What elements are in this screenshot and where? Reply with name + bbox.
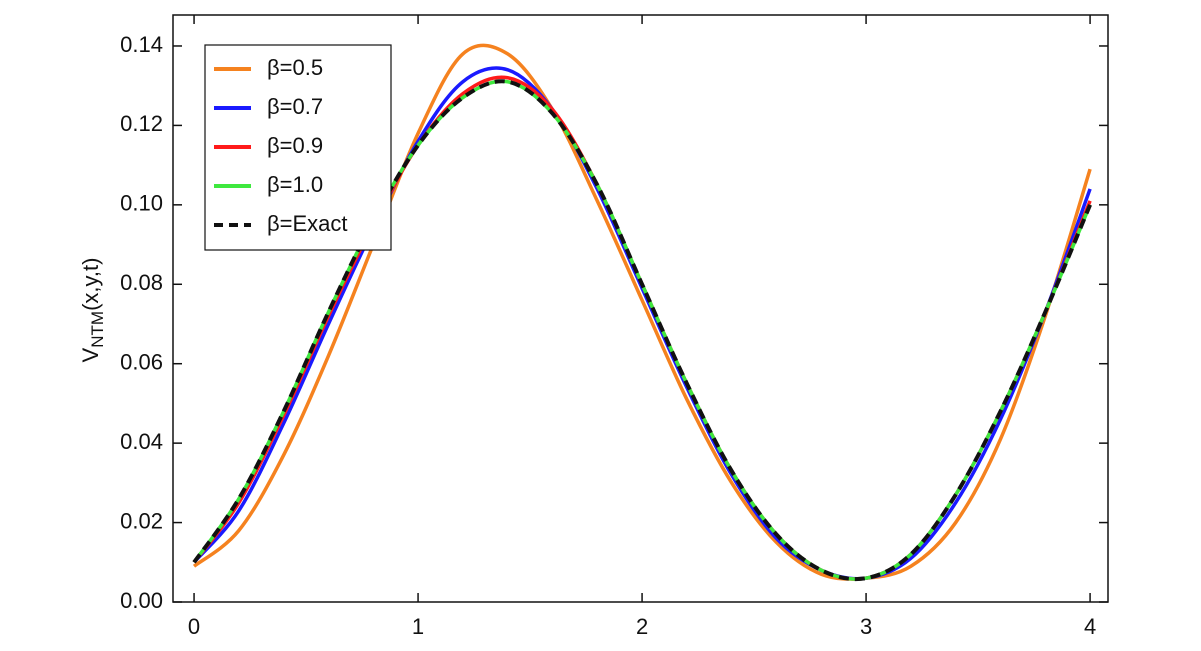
- y-axis-label: VNTM(x,y,t): [78, 258, 108, 363]
- legend-label: β=0.9: [267, 133, 323, 158]
- y-label-sub: NTM: [88, 311, 107, 348]
- y-label-rest: (x,y,t): [78, 258, 103, 311]
- y-tick-label: 0.02: [120, 508, 163, 533]
- x-tick-label: 1: [412, 614, 424, 639]
- x-tick-label: 3: [860, 614, 872, 639]
- legend-label: β=0.5: [267, 55, 323, 80]
- legend-label: β=0.7: [267, 94, 323, 119]
- x-tick-label: 4: [1084, 614, 1096, 639]
- legend-label: β=Exact: [267, 211, 348, 236]
- y-tick-label: 0.12: [120, 111, 163, 136]
- y-tick-label: 0.08: [120, 270, 163, 295]
- y-label-main: V: [78, 347, 103, 362]
- series-line: [192, 43, 1092, 581]
- y-tick-label: 0.00: [120, 588, 163, 613]
- x-tick-label: 0: [188, 614, 200, 639]
- x-tick-label: 2: [636, 614, 648, 639]
- legend-label: β=1.0: [267, 172, 323, 197]
- y-tick-label: 0.10: [120, 191, 163, 216]
- series-line: [192, 79, 1092, 582]
- plot-frame: [172, 14, 1109, 603]
- y-tick-label: 0.14: [120, 32, 163, 57]
- y-tick-label: 0.06: [120, 350, 163, 375]
- y-tick-label: 0.04: [120, 429, 163, 454]
